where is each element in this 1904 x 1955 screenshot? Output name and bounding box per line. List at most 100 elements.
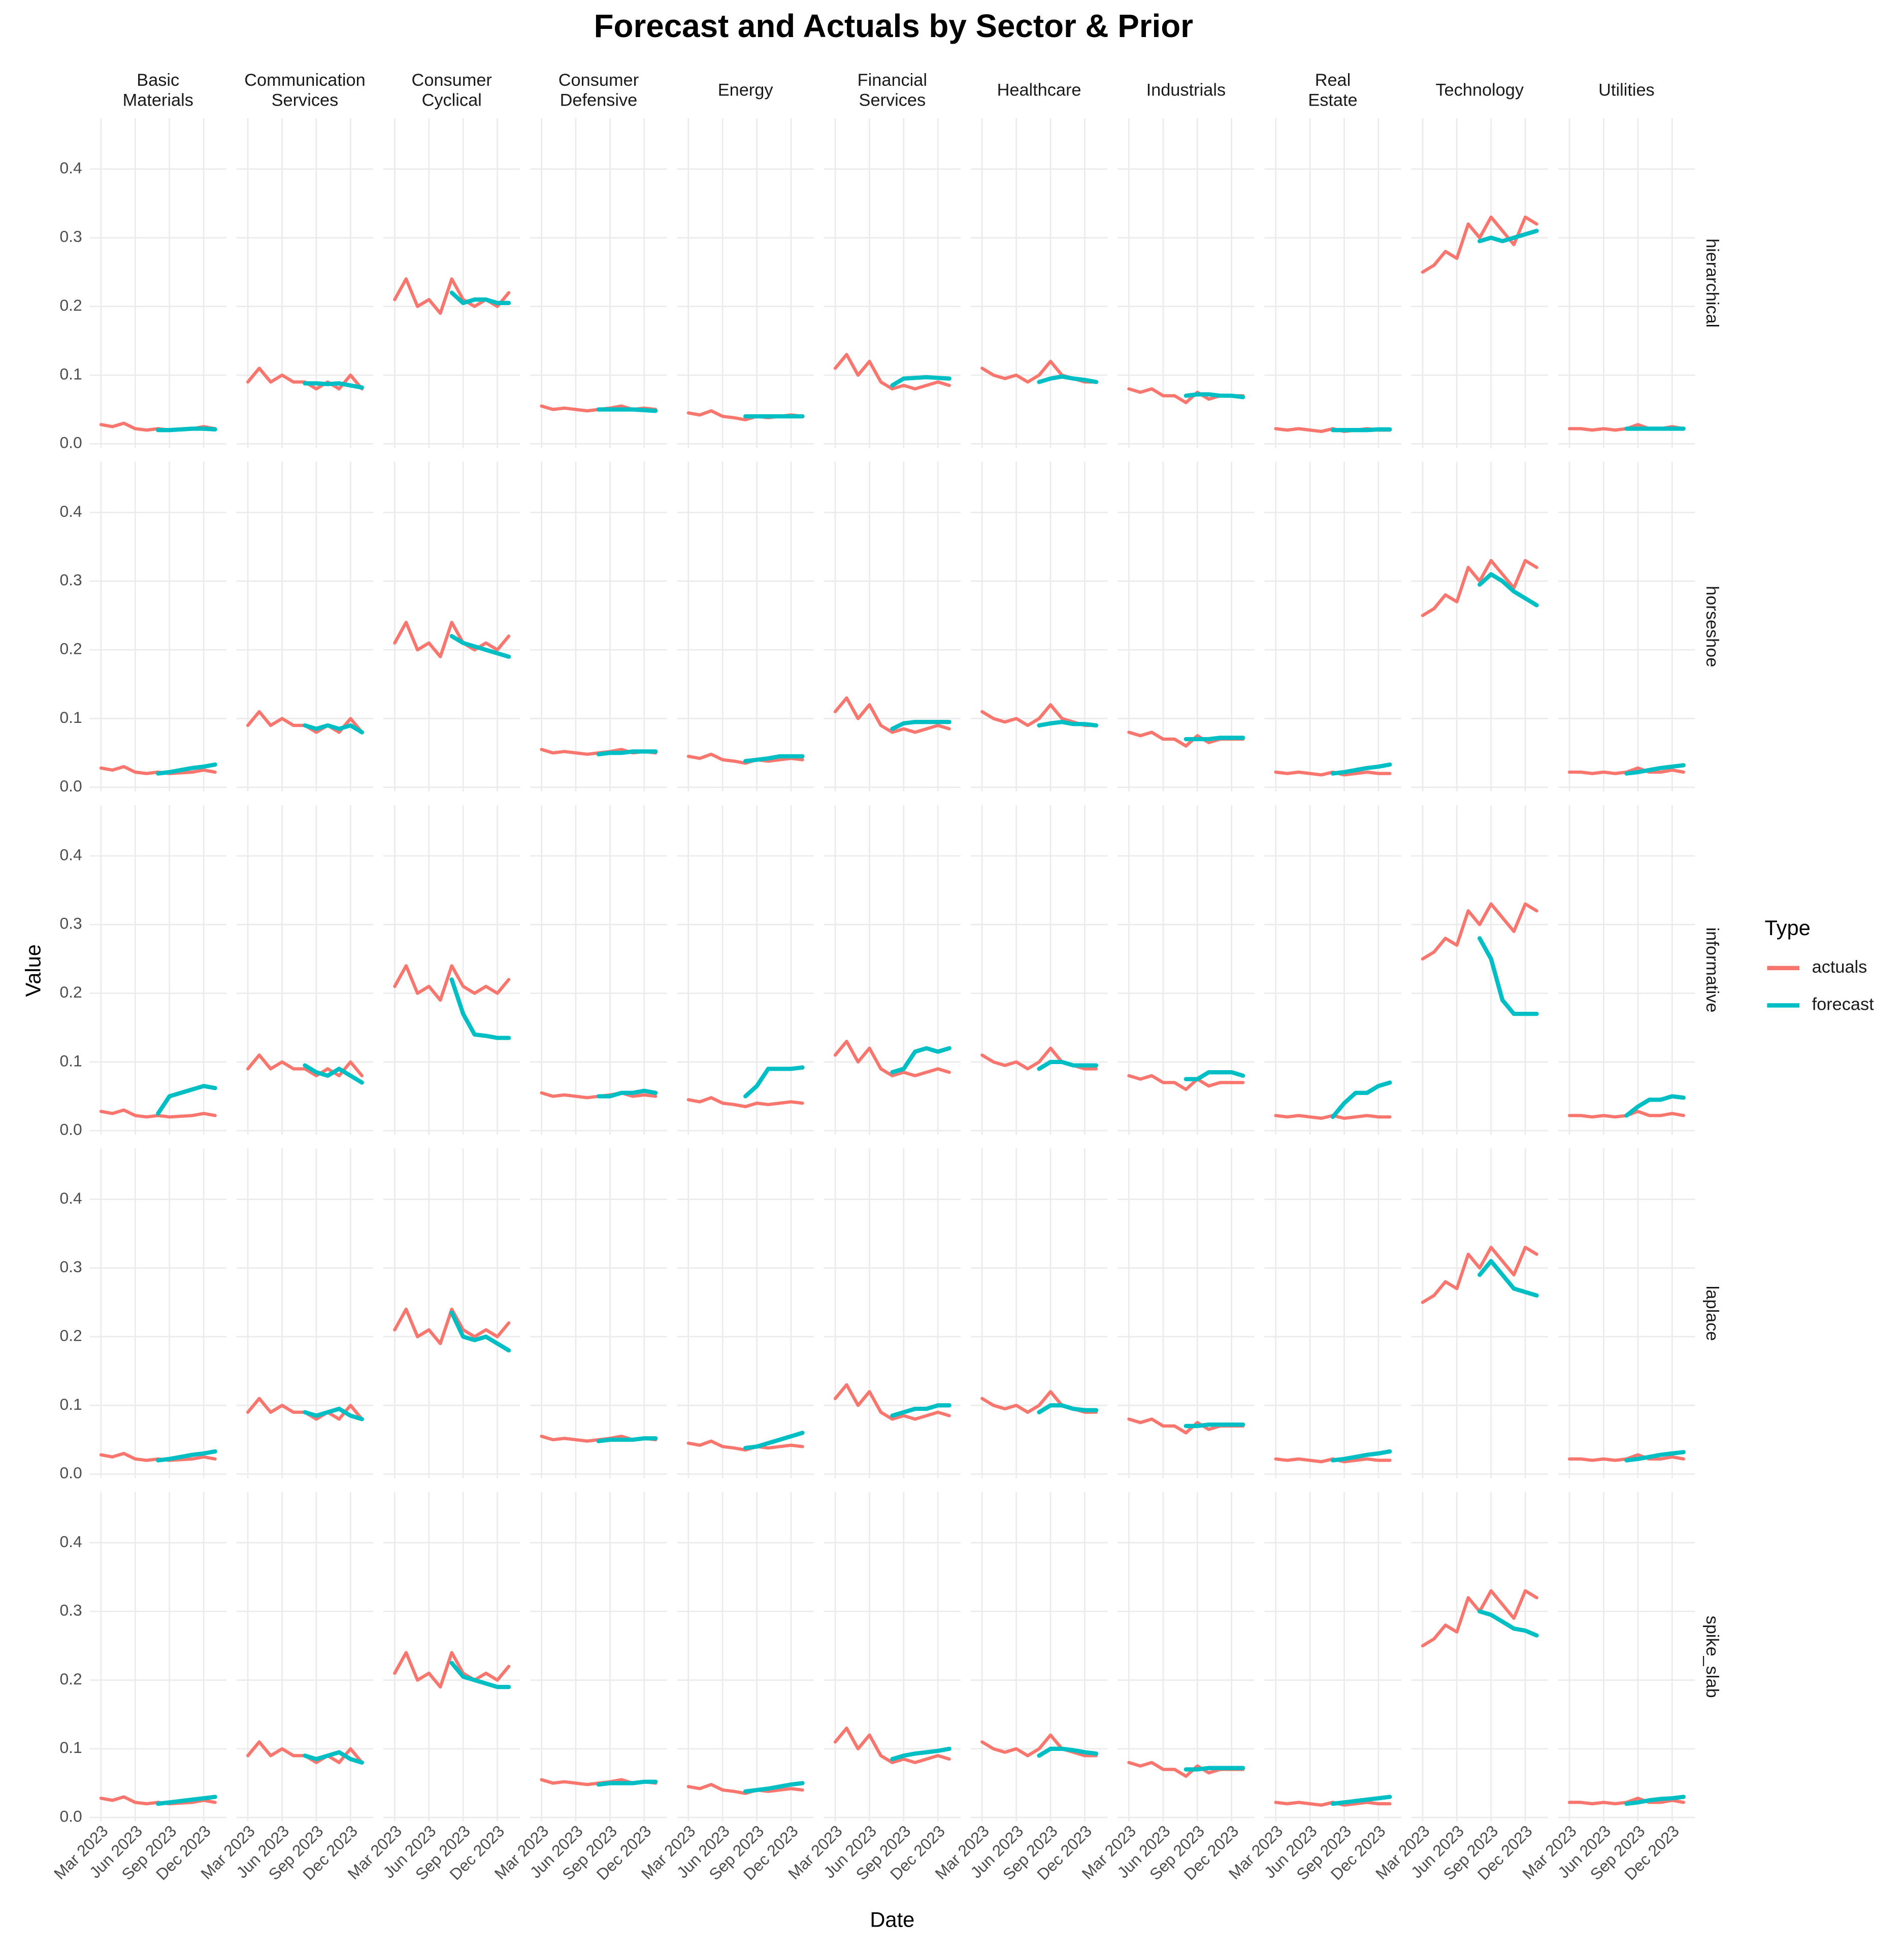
y-axis-title: Value bbox=[21, 944, 45, 997]
actuals-line bbox=[1421, 1589, 1538, 1648]
forecast-line bbox=[156, 762, 217, 776]
column-label: Utilities bbox=[1598, 79, 1655, 100]
actuals-line bbox=[833, 696, 951, 734]
y-tick-label: 0.2 bbox=[59, 1670, 82, 1688]
row-label: spike_slab bbox=[1702, 1615, 1722, 1698]
forecast-line bbox=[449, 290, 511, 306]
actuals-line bbox=[686, 1096, 804, 1109]
forecast-line bbox=[1478, 936, 1539, 1016]
forecast-line bbox=[1184, 736, 1245, 742]
strip-label-box: Consumer Cyclical bbox=[411, 70, 492, 110]
strip-label-box: Real Estate bbox=[1308, 70, 1358, 110]
forecast-line bbox=[1330, 1449, 1392, 1463]
forecast-line bbox=[890, 1746, 951, 1762]
column-label: Technology bbox=[1435, 79, 1524, 100]
forecast-line bbox=[1330, 427, 1392, 433]
forecast-line bbox=[1478, 572, 1539, 608]
forecast-line bbox=[1184, 1422, 1245, 1429]
y-tick-label: 0.3 bbox=[59, 571, 82, 589]
y-tick-label: 0.4 bbox=[59, 158, 82, 177]
actuals-line bbox=[246, 1740, 364, 1765]
y-tick-label: 0.4 bbox=[59, 1532, 82, 1550]
forecast-line bbox=[1184, 1766, 1245, 1772]
strip-label-box: Energy bbox=[718, 80, 773, 100]
actuals-line bbox=[833, 353, 951, 391]
forecast-line bbox=[156, 1795, 217, 1806]
forecast-line bbox=[743, 754, 805, 764]
legend-label: actuals bbox=[1812, 957, 1867, 977]
actuals-line bbox=[1421, 902, 1538, 961]
forecast-line bbox=[1184, 1070, 1245, 1081]
forecast-line bbox=[1624, 763, 1686, 776]
row-label: informative bbox=[1702, 927, 1722, 1013]
actuals-line bbox=[393, 1651, 511, 1689]
row-label: horseshoe bbox=[1702, 586, 1722, 667]
y-tick-label: 0.3 bbox=[59, 227, 82, 246]
forecast-line bbox=[743, 1431, 805, 1450]
row-label: hierarchical bbox=[1702, 239, 1722, 327]
forecast-line bbox=[1478, 1609, 1539, 1638]
forecast-line bbox=[1478, 1259, 1539, 1298]
y-tick-label: 0.3 bbox=[59, 1601, 82, 1619]
forecast-line bbox=[303, 723, 364, 735]
y-tick-label: 0.2 bbox=[59, 296, 82, 314]
forecast-line bbox=[449, 634, 511, 659]
forecast-line bbox=[449, 1661, 511, 1689]
actuals-line bbox=[1421, 215, 1538, 274]
strip-label-box: Basic Materials bbox=[122, 70, 193, 110]
strip-label-box: Consumer Defensive bbox=[558, 70, 639, 110]
y-tick-label: 0.4 bbox=[59, 502, 82, 520]
x-axis-title: Date bbox=[870, 1907, 914, 1931]
column-label: Basic Materials bbox=[122, 70, 193, 110]
forecast-line bbox=[596, 1436, 658, 1443]
actuals-line bbox=[393, 277, 511, 315]
forecast-line bbox=[1037, 374, 1099, 384]
strip-label-box: Industrials bbox=[1146, 79, 1226, 100]
forecast-line bbox=[743, 1781, 805, 1794]
column-label: Industrials bbox=[1146, 79, 1226, 100]
actuals-line bbox=[980, 1733, 1098, 1758]
forecast-line bbox=[303, 1406, 364, 1421]
strip-label-box: Communication Services bbox=[244, 70, 365, 109]
column-label: Financial Services bbox=[857, 70, 928, 110]
strip-label-box: Financial Services bbox=[857, 70, 928, 110]
forecast-line bbox=[596, 1779, 658, 1787]
y-tick-label: 0.1 bbox=[59, 1051, 82, 1070]
y-tick-label: 0.4 bbox=[59, 1189, 82, 1207]
forecast-line bbox=[1330, 1080, 1392, 1119]
y-tick-label: 0.1 bbox=[59, 1738, 82, 1757]
y-tick-label: 0.2 bbox=[59, 640, 82, 658]
forecast-line bbox=[156, 1449, 217, 1463]
actuals-line bbox=[833, 1727, 951, 1765]
row-label: laplace bbox=[1702, 1286, 1722, 1341]
actuals-line bbox=[1127, 1074, 1245, 1091]
forecast-line bbox=[596, 1088, 658, 1099]
y-tick-label: 0.3 bbox=[59, 1257, 82, 1276]
column-label: Consumer Defensive bbox=[558, 70, 639, 110]
column-label: Real Estate bbox=[1308, 70, 1358, 110]
forecast-line bbox=[1037, 720, 1099, 728]
y-tick-label: 0.3 bbox=[59, 914, 82, 933]
y-tick-label: 0.1 bbox=[59, 1395, 82, 1413]
actuals-line bbox=[833, 1383, 951, 1421]
strip-label-box: Technology bbox=[1435, 79, 1524, 100]
forecast-line bbox=[1184, 392, 1245, 400]
forecast-line bbox=[1330, 1795, 1392, 1806]
column-label: Healthcare bbox=[997, 79, 1081, 100]
forecast-line bbox=[449, 1310, 511, 1353]
actuals-line bbox=[393, 1307, 511, 1345]
y-tick-label: 0.2 bbox=[59, 1326, 82, 1344]
forecast-line bbox=[890, 1403, 951, 1418]
actuals-line bbox=[1421, 558, 1538, 617]
forecast-line bbox=[890, 375, 951, 388]
y-tick-label: 0.1 bbox=[59, 365, 82, 383]
forecast-line bbox=[156, 1084, 217, 1116]
forecast-line bbox=[1624, 1094, 1686, 1118]
strip-label-box: Utilities bbox=[1598, 79, 1655, 100]
forecast-line bbox=[890, 720, 951, 731]
forecast-line bbox=[303, 1063, 364, 1085]
forecast-line bbox=[1624, 1450, 1686, 1463]
column-label: Consumer Cyclical bbox=[411, 70, 492, 110]
actuals-line bbox=[833, 1040, 951, 1078]
